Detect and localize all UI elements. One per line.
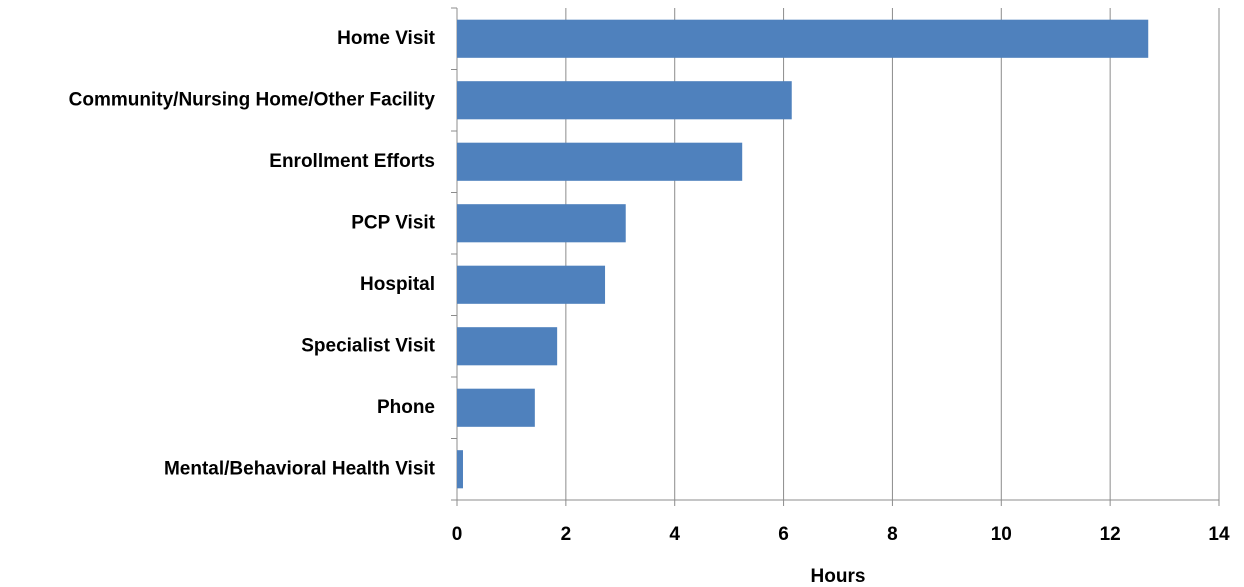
bar xyxy=(457,388,535,427)
y-tick-label: Mental/Behavioral Health Visit xyxy=(164,458,436,479)
y-tick-label: Phone xyxy=(377,397,435,418)
x-tick-label: 0 xyxy=(452,524,463,545)
bar xyxy=(457,81,792,120)
y-tick-label: Community/Nursing Home/Other Facility xyxy=(69,89,436,110)
bar xyxy=(457,265,606,304)
x-tick-label: 4 xyxy=(669,524,680,545)
y-tick-label: Hospital xyxy=(360,274,435,295)
x-axis-label: Hours xyxy=(811,566,866,587)
x-tick-label: 6 xyxy=(778,524,789,545)
bar xyxy=(457,327,558,366)
y-tick-label: Home Visit xyxy=(337,28,436,49)
bar xyxy=(457,204,626,243)
x-tick-label: 14 xyxy=(1208,524,1230,545)
x-tick-label: 12 xyxy=(1100,524,1121,545)
x-tick-label: 8 xyxy=(887,524,898,545)
bar xyxy=(457,450,463,489)
x-tick-label: 10 xyxy=(991,524,1012,545)
bar xyxy=(457,19,1149,58)
y-tick-label: PCP Visit xyxy=(351,212,435,233)
x-tick-label: 2 xyxy=(561,524,572,545)
y-tick-label: Enrollment Efforts xyxy=(269,151,435,172)
bar xyxy=(457,142,743,181)
y-tick-label: Specialist Visit xyxy=(301,335,435,356)
